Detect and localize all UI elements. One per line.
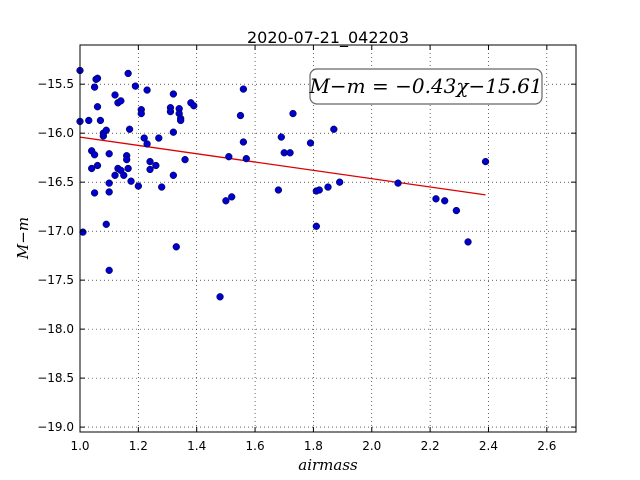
data-point: [464, 238, 472, 246]
y-tick-label: −18.5: [37, 371, 74, 385]
data-point: [124, 164, 132, 173]
y-tick-label: −16.5: [37, 175, 74, 189]
data-point: [85, 116, 93, 125]
x-tick-label: 2.0: [362, 439, 381, 453]
data-point: [102, 126, 110, 134]
data-point: [324, 183, 332, 191]
data-point: [146, 165, 154, 174]
x-tick-label: 2.6: [537, 439, 556, 453]
data-point: [105, 179, 113, 187]
data-point: [315, 186, 323, 194]
y-tick-label: −16.0: [37, 126, 74, 140]
data-point: [90, 83, 99, 91]
data-point: [79, 228, 87, 236]
data-point: [111, 91, 119, 99]
x-tick-label: 2.2: [421, 439, 440, 453]
data-point: [124, 69, 132, 78]
data-point: [239, 138, 248, 146]
data-point: [105, 150, 113, 158]
data-point: [169, 171, 178, 179]
data-point: [137, 109, 145, 118]
x-axis-title: airmass: [298, 456, 358, 474]
y-axis-title: M−m: [14, 217, 32, 260]
equation-box: M−m = −0.43χ−15.61: [308, 68, 543, 105]
data-point: [93, 74, 102, 82]
data-point: [111, 171, 119, 179]
data-point: [117, 97, 125, 105]
equation-box-frame: [309, 68, 543, 105]
data-point: [286, 149, 294, 157]
data-point: [155, 134, 163, 142]
data-point: [289, 109, 297, 118]
x-tick-label: 1.0: [70, 439, 89, 453]
data-point: [140, 134, 148, 142]
data-point: [88, 164, 96, 173]
data-point: [190, 102, 198, 110]
data-point: [336, 178, 344, 186]
data-point: [105, 188, 113, 196]
data-point: [146, 157, 154, 166]
data-point: [102, 220, 110, 228]
chart-title: 2020-07-21_042203: [247, 28, 409, 48]
data-point: [166, 107, 175, 116]
data-point: [105, 266, 113, 274]
plot-frame: [79, 44, 577, 433]
data-point: [172, 243, 180, 251]
data-point: [239, 85, 248, 93]
data-point: [143, 86, 151, 94]
data-point: [143, 140, 151, 148]
x-tick-label: 2.4: [479, 439, 498, 453]
x-tick-label: 1.2: [129, 439, 148, 453]
data-point: [169, 90, 178, 98]
fit-equation: M−m = −0.43χ−15.61: [308, 74, 542, 98]
data-point: [120, 171, 128, 179]
data-point: [158, 183, 166, 191]
data-point: [93, 161, 102, 170]
data-point: [312, 222, 320, 230]
data-point: [481, 157, 490, 166]
y-tick-label: −17.0: [37, 224, 74, 238]
data-point: [222, 197, 230, 205]
data-point: [93, 103, 102, 111]
data-point: [127, 177, 135, 185]
data-point: [177, 116, 185, 125]
data-point: [225, 153, 233, 161]
data-point: [131, 82, 140, 90]
x-tick-label: 1.8: [304, 439, 323, 453]
data-point: [216, 293, 224, 301]
data-point: [274, 186, 283, 194]
data-point: [134, 182, 143, 190]
data-point: [123, 155, 131, 164]
x-tick-label: 1.4: [187, 439, 206, 453]
data-point: [169, 128, 178, 136]
data-point: [394, 179, 402, 187]
data-point: [90, 189, 99, 197]
data-point: [306, 139, 315, 147]
points-layer: [76, 66, 490, 301]
data-point: [228, 193, 236, 201]
y-tick-label: −19.0: [37, 420, 74, 434]
data-point: [152, 161, 160, 170]
y-tick-label: −17.5: [37, 273, 74, 287]
data-point: [242, 155, 250, 163]
data-point: [96, 116, 105, 125]
data-point: [432, 195, 440, 203]
ticks-layer: 1.0 1.2 1.4 1.6 1.8 2.0 2.2 2.4 2.6 −15.5 −16.0 −16…: [37, 45, 576, 453]
y-tick-label: −18.0: [37, 322, 74, 336]
data-point: [90, 151, 99, 159]
data-point: [277, 133, 285, 141]
y-tick-label: −15.5: [37, 77, 74, 91]
data-point: [330, 125, 338, 133]
data-point: [441, 197, 449, 205]
x-tick-label: 1.6: [246, 439, 265, 453]
data-point: [181, 155, 189, 164]
data-point: [125, 125, 134, 133]
data-point: [452, 206, 461, 215]
data-point: [236, 111, 245, 120]
